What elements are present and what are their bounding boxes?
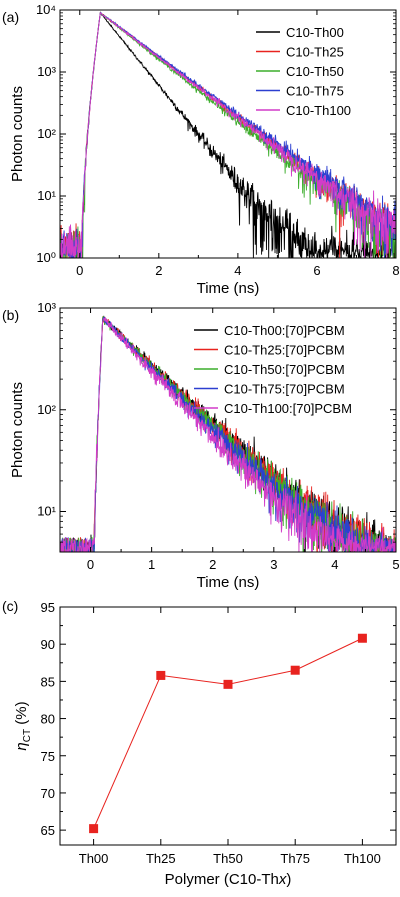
chart-2-ylabel: ηCT (%)	[13, 701, 33, 750]
chart-1-panel-label: (b)	[2, 307, 19, 323]
chart-2-point-4	[357, 633, 367, 643]
chart-0-ytick-label-1: 10¹	[37, 188, 56, 203]
chart-1-ytick-label-2: 10³	[37, 300, 56, 315]
chart-0-xtick-label-0: 0	[76, 263, 83, 278]
chart-2-ytick-label-2: 75	[41, 749, 55, 764]
chart-1-traces	[60, 315, 396, 552]
chart-1-xtick-label-4: 4	[331, 557, 338, 572]
chart-0-frame	[59, 9, 397, 259]
chart-1-frame	[59, 307, 397, 553]
chart-2-point-2	[223, 679, 233, 689]
chart-1-legend-label-4: C10-Th100:[70]PCBM	[224, 401, 352, 416]
chart-2-xlabel-main: Polymer (C10-Th	[165, 871, 279, 888]
chart-2: 65 70 75 80 85 90 95 Th00 Th25 Th50 Th75 Th100 Polym…	[2, 598, 397, 888]
chart-2-category-label-4: Th100	[344, 851, 381, 866]
chart-0-xtick-label-2: 4	[234, 263, 241, 278]
chart-0-series-0-line	[60, 11, 396, 258]
chart-2-point-0	[89, 824, 99, 834]
chart-2-category-label-0: Th00	[79, 851, 109, 866]
chart-2-xlabel-italic: x	[278, 871, 287, 888]
chart-0-legend-label-0: C10-Th00	[286, 25, 344, 40]
chart-0-xtick-label-1: 2	[155, 263, 162, 278]
chart-2-point-1	[156, 670, 166, 680]
chart-0-series-2-line	[60, 12, 396, 258]
chart-0-xtick-label-3: 6	[313, 263, 320, 278]
chart-2-ytick-label-1: 70	[41, 786, 55, 801]
chart-0-ytick-label-3: 10³	[37, 64, 56, 79]
chart-1-ytick-label-0: 10¹	[37, 504, 56, 519]
chart-2-xlabel: Polymer (C10-Thx)	[165, 871, 292, 888]
chart-0-traces	[60, 11, 396, 258]
chart-1-series-4-line	[60, 317, 396, 552]
chart-0-series-4-line	[60, 12, 396, 258]
chart-2-point-3	[290, 665, 300, 675]
chart-1-xlabel: Time (ns)	[197, 574, 260, 591]
chart-0-series-1-line	[60, 12, 396, 258]
chart-2-ylabel-symbol: η	[13, 742, 30, 750]
chart-0-legend-label-1: C10-Th25	[286, 45, 344, 60]
chart-2-xlabel-end: )	[286, 871, 291, 888]
chart-2-ylabel-sub: CT	[22, 729, 33, 742]
chart-0-legend-label-2: C10-Th50	[286, 64, 344, 79]
chart-0: 0 2 4 6 8 10⁰ 10¹ 10² 10³ 10⁴ Time (ns) Photon coun…	[2, 2, 400, 297]
chart-1-ylabel: Photon counts	[9, 382, 26, 478]
chart-2-ytick-label-3: 80	[41, 712, 55, 727]
chart-0-xtick-label-4: 8	[392, 263, 399, 278]
chart-0-ylabel: Photon counts	[9, 86, 26, 182]
chart-1: 0 1 2 3 4 5 10¹ 10² 10³ Time (ns) Photon counts (b)…	[2, 300, 400, 591]
chart-2-category-label-1: Th25	[146, 851, 176, 866]
chart-0-legend-label-4: C10-Th100	[286, 103, 351, 118]
chart-1-xtick-label-5: 5	[392, 557, 399, 572]
chart-1-xtick-label-0: 0	[87, 557, 94, 572]
chart-1-legend-label-1: C10-Th25:[70]PCBM	[224, 343, 345, 358]
chart-0-ytick-label-4: 10⁴	[36, 2, 56, 17]
chart-0-xlabel: Time (ns)	[197, 280, 260, 297]
chart-2-ylabel-unit: (%)	[13, 701, 30, 729]
chart-2-ytick-label-0: 65	[41, 823, 55, 838]
chart-0-series-3-line	[60, 12, 396, 258]
chart-0-ytick-label-0: 10⁰	[36, 250, 56, 265]
chart-0-ytick-label-2: 10²	[37, 126, 56, 141]
chart-1-xtick-label-2: 2	[209, 557, 216, 572]
chart-1-legend-label-3: C10-Th75:[70]PCBM	[224, 382, 345, 397]
chart-2-panel-label: (c)	[2, 598, 18, 614]
chart-2-ytick-label-5: 90	[41, 637, 55, 652]
chart-2-ytick-label-6: 95	[41, 600, 55, 615]
chart-0-legend-label-3: C10-Th75	[286, 84, 344, 99]
chart-1-legend-label-2: C10-Th50:[70]PCBM	[224, 362, 345, 377]
chart-2-ytick-label-4: 85	[41, 674, 55, 689]
chart-2-category-label-3: Th75	[280, 851, 310, 866]
chart-2-frame	[59, 606, 397, 846]
chart-2-series-line	[93, 637, 363, 829]
chart-1-xtick-label-3: 3	[270, 557, 277, 572]
chart-1-xtick-label-1: 1	[148, 557, 155, 572]
chart-0-panel-label: (a)	[2, 9, 19, 25]
chart-2-category-label-2: Th50	[213, 851, 243, 866]
chart-1-legend-label-0: C10-Th00:[70]PCBM	[224, 323, 345, 338]
chart-1-ytick-label-1: 10²	[37, 402, 56, 417]
